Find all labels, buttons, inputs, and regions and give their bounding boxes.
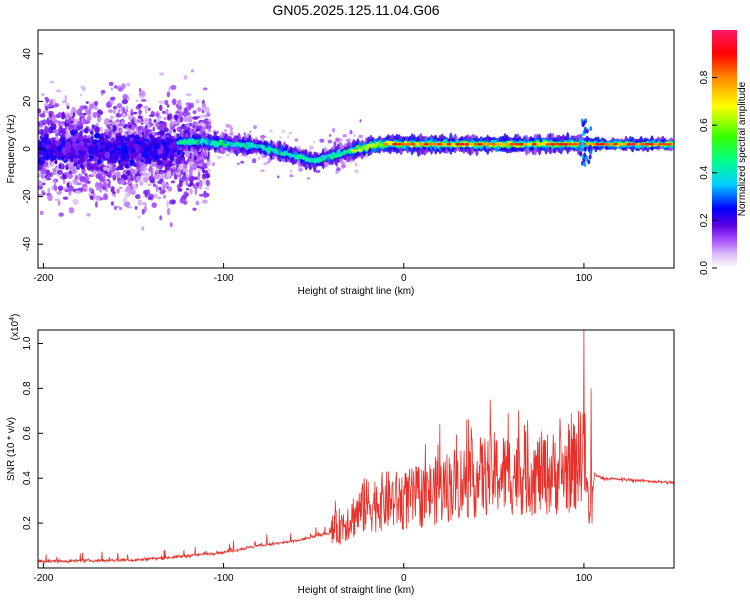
colorbar-tick-label: 0.2 xyxy=(699,213,710,227)
spectrogram-y-ticks: -40 -20 0 20 40 xyxy=(22,48,43,252)
colorbar-label: Normalized spectral amplitude xyxy=(737,81,748,216)
snr-series-line xyxy=(38,330,674,564)
y-tick-label: 0.2 xyxy=(22,516,33,530)
x-tick-label: 0 xyxy=(401,273,407,284)
x-tick-label: 100 xyxy=(576,573,593,584)
spectrogram-y-axis-label: Frequency (Hz) xyxy=(6,115,17,184)
colorbar-tick-label: 0.0 xyxy=(699,261,710,275)
snr-y-scale-exponent: 4 xyxy=(9,317,16,321)
x-tick-label: -200 xyxy=(33,273,53,284)
snr-y-scale-prefix: (x10 xyxy=(10,320,21,340)
y-tick-label: -20 xyxy=(22,189,33,204)
snr-frame xyxy=(37,329,675,569)
x-tick-label: -100 xyxy=(214,273,234,284)
y-tick-label: 0.6 xyxy=(22,426,33,440)
y-tick-label: 40 xyxy=(22,48,33,60)
x-tick-label: 0 xyxy=(401,573,407,584)
svg-text:(x104): (x104) xyxy=(9,314,21,341)
snr-y-scale-note: (x104) xyxy=(9,314,21,341)
colorbar-tick-label: 0.4 xyxy=(699,165,710,179)
snr-y-axis-label: SNR (10 * v/v) xyxy=(6,417,17,481)
colorbar: 0.0 0.2 0.4 0.6 0.8 Normalized spectral ampl… xyxy=(699,30,748,275)
y-tick-label: 0 xyxy=(22,146,33,152)
y-tick-label: 0.4 xyxy=(22,471,33,485)
y-tick-label: -40 xyxy=(22,237,33,252)
spectrogram-heatmap xyxy=(38,69,674,231)
y-tick-label: 0.8 xyxy=(22,381,33,395)
colorbar-gradient xyxy=(712,30,737,268)
y-tick-label: 20 xyxy=(22,95,33,107)
snr-x-axis-label: Height of straight line (km) xyxy=(298,585,415,596)
y-tick-label: 1.0 xyxy=(22,336,33,350)
x-tick-label: -200 xyxy=(33,573,53,584)
figure-title: GN05.2025.125.11.04.G06 xyxy=(272,2,439,18)
snr-panel: -200 -100 0 100 0.2 0.4 0.6 0.8 1.0 Height of s… xyxy=(6,314,675,596)
spectrogram-x-axis-label: Height of straight line (km) xyxy=(298,286,415,297)
snr-x-ticks: -200 -100 0 100 xyxy=(33,563,593,584)
x-tick-label: -100 xyxy=(214,573,234,584)
snr-y-ticks: 0.2 0.4 0.6 0.8 1.0 xyxy=(22,336,43,530)
colorbar-tick-label: 0.8 xyxy=(699,70,710,84)
colorbar-tick-label: 0.6 xyxy=(699,118,710,132)
x-tick-label: 100 xyxy=(576,273,593,284)
spectrogram-x-ticks: -200 -100 0 100 xyxy=(33,263,593,284)
colorbar-ticks: 0.0 0.2 0.4 0.6 0.8 xyxy=(699,70,717,275)
